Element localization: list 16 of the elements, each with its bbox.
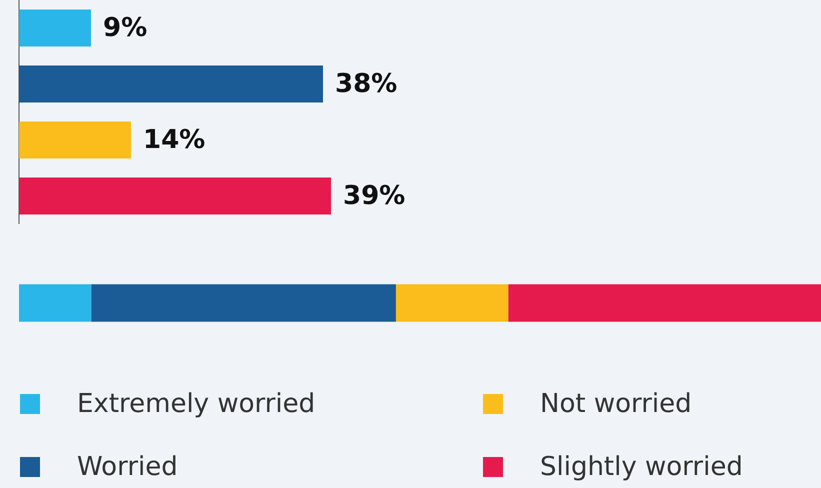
legend-label: Extremely worried [77, 389, 316, 419]
bar [19, 178, 331, 214]
bar [91, 284, 396, 322]
bar [19, 122, 131, 158]
bar [19, 66, 323, 102]
bar [19, 284, 92, 322]
legend-label: Worried [77, 452, 178, 482]
bar [19, 10, 91, 46]
data-label: 14% [143, 124, 206, 155]
bar [396, 284, 508, 322]
data-label: 39% [343, 180, 406, 211]
legend-label: Slightly worried [540, 452, 743, 482]
legend-label: Not worried [540, 389, 692, 419]
data-label: 9% [103, 12, 148, 43]
data-label: 38% [335, 68, 398, 99]
bar [508, 284, 821, 322]
